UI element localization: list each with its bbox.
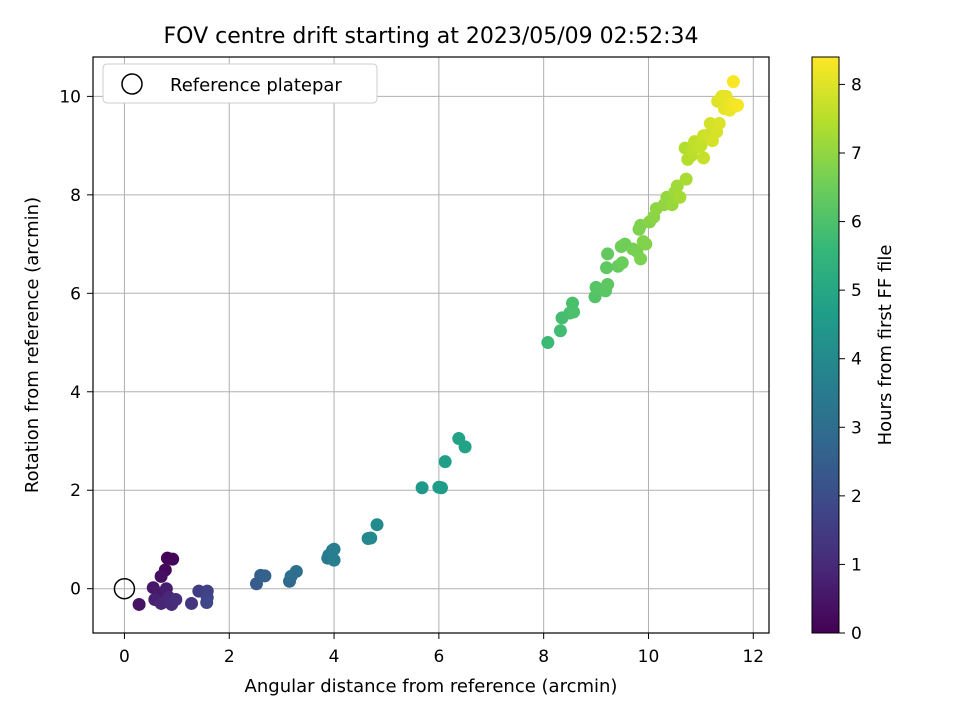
x-axis-ticks: 0 2 4 6 8 10 12: [119, 633, 764, 667]
colorbar-tick-label: 7: [851, 144, 862, 164]
scatter-points: [132, 75, 745, 611]
scatter-point: [327, 553, 341, 567]
scatter-point: [615, 256, 629, 270]
scatter-point: [169, 593, 183, 607]
colorbar-tick-label: 1: [851, 555, 862, 575]
colorbar-tick-label: 3: [851, 418, 862, 438]
legend-label-reference: Reference platepar: [170, 75, 342, 96]
y-tick-label: 0: [70, 580, 81, 600]
chart-title: FOV centre drift starting at 2023/05/09 …: [164, 24, 699, 49]
colorbar-ticks: 0 1 2 3 4 5 6 7 8: [839, 75, 862, 644]
plot-frame: [92, 56, 770, 634]
scatter-point: [434, 481, 448, 495]
scatter-point: [639, 237, 653, 251]
scatter-point: [670, 179, 684, 193]
scatter-point: [415, 481, 429, 495]
grid-lines: [93, 57, 769, 633]
scatter-point: [673, 190, 687, 204]
colorbar-label: Hours from first FF file: [875, 245, 896, 446]
scatter-point: [634, 252, 648, 266]
scatter-point: [601, 247, 615, 261]
y-tick-label: 8: [70, 186, 81, 206]
colorbar: 0 1 2 3 4 5 6 7 8 Hours from first FF file: [811, 56, 896, 644]
legend-marker-reference: [121, 73, 143, 95]
y-tick-label: 10: [59, 87, 81, 107]
x-tick-label: 8: [538, 647, 549, 667]
y-tick-label: 4: [70, 383, 81, 403]
scatter-point: [132, 597, 146, 611]
scatter-point: [601, 277, 615, 291]
x-tick-label: 4: [329, 647, 340, 667]
scatter-point: [258, 569, 272, 583]
scatter-point: [679, 172, 693, 186]
colorbar-tick-label: 8: [851, 75, 862, 95]
legend: Reference platepar: [102, 63, 378, 104]
y-axis-label: Rotation from reference (arcmin): [22, 197, 43, 493]
x-tick-label: 0: [119, 647, 130, 667]
x-tick-label: 2: [224, 647, 235, 667]
scatter-point: [370, 518, 384, 532]
scatter-point: [166, 552, 180, 566]
colorbar-tick-label: 0: [851, 624, 862, 644]
scatter-point: [327, 542, 341, 556]
x-tick-label: 12: [742, 647, 764, 667]
colorbar-tick-label: 2: [851, 487, 862, 507]
scatter-point: [600, 261, 614, 275]
scatter-point: [731, 98, 745, 112]
scatter-point: [438, 455, 452, 469]
y-tick-label: 6: [70, 284, 81, 304]
x-tick-label: 6: [433, 647, 444, 667]
scatter-point: [696, 151, 710, 165]
scatter-point: [712, 116, 726, 130]
scatter-point: [694, 139, 708, 153]
x-tick-label: 10: [638, 647, 660, 667]
scatter-point: [726, 75, 740, 89]
colorbar-gradient: [811, 56, 840, 634]
reference-point: [113, 577, 136, 600]
scatter-point: [289, 564, 303, 578]
legend-box: [102, 63, 378, 104]
scatter-point: [185, 596, 199, 610]
x-axis-label: Angular distance from reference (arcmin): [245, 676, 618, 697]
colorbar-tick-label: 5: [851, 281, 862, 301]
colorbar-tick-label: 6: [851, 213, 862, 233]
scatter-point: [541, 336, 555, 350]
y-tick-label: 2: [70, 481, 81, 501]
scatter-point: [200, 595, 214, 609]
reference-marker: [113, 577, 136, 600]
scatter-point: [458, 440, 472, 454]
scatter-point: [154, 569, 168, 583]
colorbar-tick-label: 4: [851, 350, 862, 370]
scatter-point: [553, 324, 567, 338]
y-axis-ticks: 0 2 4 6 8 10: [59, 87, 93, 600]
scatter-point: [364, 531, 378, 545]
scatter-point: [567, 305, 581, 319]
